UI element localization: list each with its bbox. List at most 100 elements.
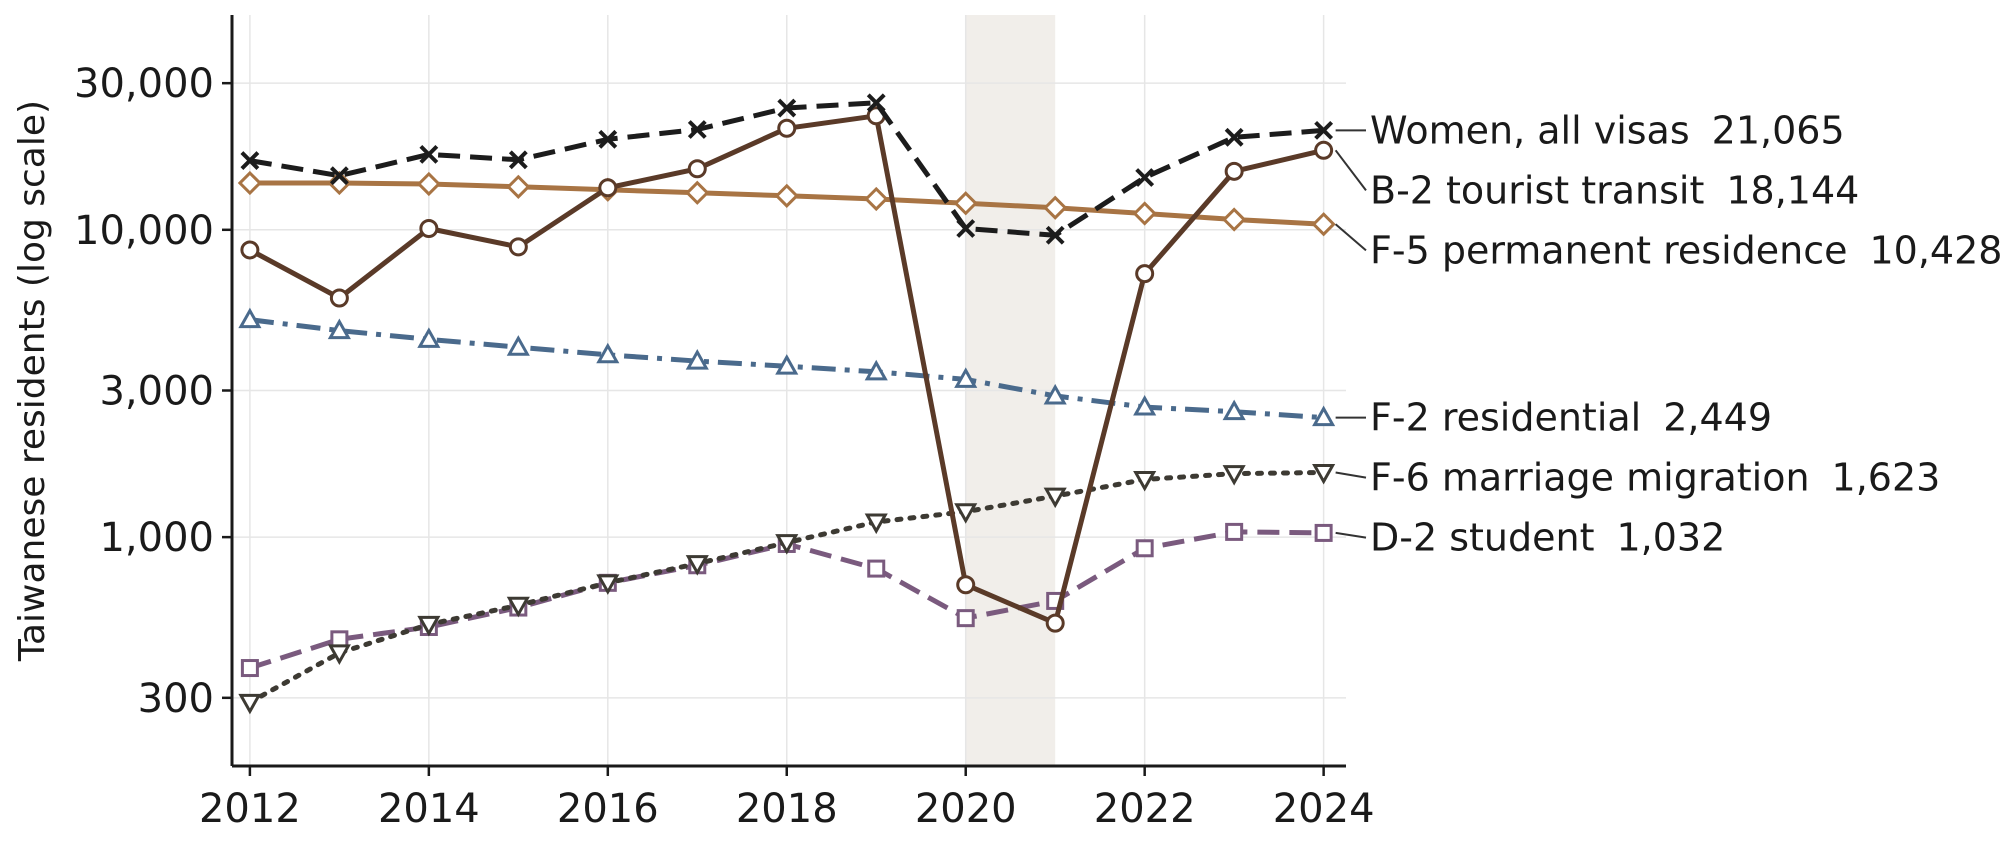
series-end-value-label: 10,428 xyxy=(1870,228,2003,272)
data-point xyxy=(954,503,978,524)
leader-line xyxy=(1334,223,1367,252)
x-tick-label: 2012 xyxy=(199,786,301,832)
end-label-d-2-student: D-2 student 1,032 xyxy=(1370,516,1725,560)
end-label-f-5-permanent-residence: F-5 permanent residence 10,428 xyxy=(1370,228,2002,272)
data-point xyxy=(416,171,441,197)
data-point xyxy=(774,183,799,208)
data-point xyxy=(1312,463,1336,485)
data-point xyxy=(1314,120,1334,140)
data-point xyxy=(1043,383,1067,405)
x-tick-label: 2024 xyxy=(1273,786,1375,832)
y-axis-title: Taiwanese residents (log scale) xyxy=(12,100,53,662)
data-point xyxy=(1314,140,1334,160)
data-point xyxy=(1135,264,1155,284)
data-point xyxy=(327,318,351,340)
data-point xyxy=(953,191,978,216)
data-point xyxy=(685,349,709,370)
data-point xyxy=(1312,405,1336,427)
data-point xyxy=(685,555,709,576)
series-f-6-marriage-migration xyxy=(238,463,1336,715)
data-point xyxy=(329,166,349,186)
grid-layer xyxy=(232,15,1346,766)
x-tick-label: 2018 xyxy=(736,786,838,832)
data-point xyxy=(956,575,976,595)
data-point xyxy=(596,342,620,364)
data-point xyxy=(687,120,707,139)
series-f-2-residential xyxy=(238,307,1336,427)
data-point xyxy=(327,644,351,665)
leader-line xyxy=(1335,531,1367,539)
data-point xyxy=(237,170,263,196)
x-tick-label: 2020 xyxy=(915,786,1017,832)
data-point xyxy=(775,354,799,375)
data-point xyxy=(864,186,889,212)
y-tick-label: 1,000 xyxy=(99,515,214,561)
data-point xyxy=(866,93,886,113)
data-point xyxy=(1132,201,1157,226)
data-point xyxy=(419,144,439,164)
data-point xyxy=(1311,212,1336,237)
data-point xyxy=(685,180,710,205)
series-name-label: Women, all visas xyxy=(1370,108,1690,152)
data-point xyxy=(1225,522,1244,541)
data-point xyxy=(1045,225,1065,245)
data-point xyxy=(238,307,262,329)
series-end-value-label: 1,032 xyxy=(1617,516,1726,560)
data-point xyxy=(506,335,530,356)
leader-line xyxy=(1334,149,1367,191)
data-point xyxy=(598,129,618,149)
data-point xyxy=(1222,465,1246,486)
series-layer xyxy=(237,93,1336,715)
leader-line xyxy=(1335,471,1367,479)
data-point xyxy=(775,534,799,555)
data-point xyxy=(417,615,441,637)
series-name-label: F-2 residential xyxy=(1370,396,1641,440)
data-point xyxy=(954,367,978,388)
tick-labels-layer: 2012 2014 2016 2018 2020 2022 2024 300 1,000 3,00… xyxy=(74,61,1374,832)
series-b-2-tourist-transit xyxy=(240,106,1334,633)
data-point xyxy=(329,288,349,308)
y-tick-label: 10,000 xyxy=(74,208,214,254)
series-name-label: F-5 permanent residence xyxy=(1370,228,1848,272)
data-point xyxy=(240,151,260,170)
series-end-value-label: 1,623 xyxy=(1832,456,1941,500)
data-point xyxy=(1224,161,1244,181)
y-tick-label: 300 xyxy=(138,676,214,722)
series-end-value-label: 18,144 xyxy=(1726,168,1859,212)
data-point xyxy=(240,240,260,260)
data-point xyxy=(506,174,531,199)
data-point xyxy=(238,693,262,715)
end-label-f-2-residential: F-2 residential 2,449 xyxy=(1370,396,1772,440)
data-point xyxy=(867,559,886,578)
x-tick-label: 2014 xyxy=(378,786,480,832)
data-point xyxy=(1222,399,1246,421)
data-point xyxy=(864,513,888,535)
data-point xyxy=(506,596,530,618)
data-point xyxy=(598,178,618,198)
data-point xyxy=(417,327,441,348)
data-point xyxy=(1222,207,1247,232)
data-point xyxy=(508,150,528,170)
axes-layer xyxy=(222,15,1346,776)
data-point xyxy=(1224,127,1244,147)
data-point xyxy=(1043,487,1067,509)
data-point xyxy=(240,659,259,678)
data-point xyxy=(864,359,888,381)
data-point xyxy=(596,574,620,595)
series-name-label: D-2 student xyxy=(1370,516,1595,560)
data-point xyxy=(956,219,976,238)
series-women-all-visas xyxy=(240,93,1334,245)
y-tick-label: 30,000 xyxy=(74,61,214,107)
x-tick-label: 2022 xyxy=(1094,786,1196,832)
data-point xyxy=(1135,539,1154,558)
data-point xyxy=(956,609,975,628)
data-point xyxy=(1043,195,1068,220)
data-point xyxy=(687,159,707,179)
x-tick-label: 2016 xyxy=(557,786,659,832)
series-end-value-label: 21,065 xyxy=(1712,108,1845,152)
series-name-label: F-6 marriage migration xyxy=(1370,456,1810,500)
series-name-label: B-2 tourist transit xyxy=(1370,168,1704,212)
data-point xyxy=(1133,394,1157,416)
